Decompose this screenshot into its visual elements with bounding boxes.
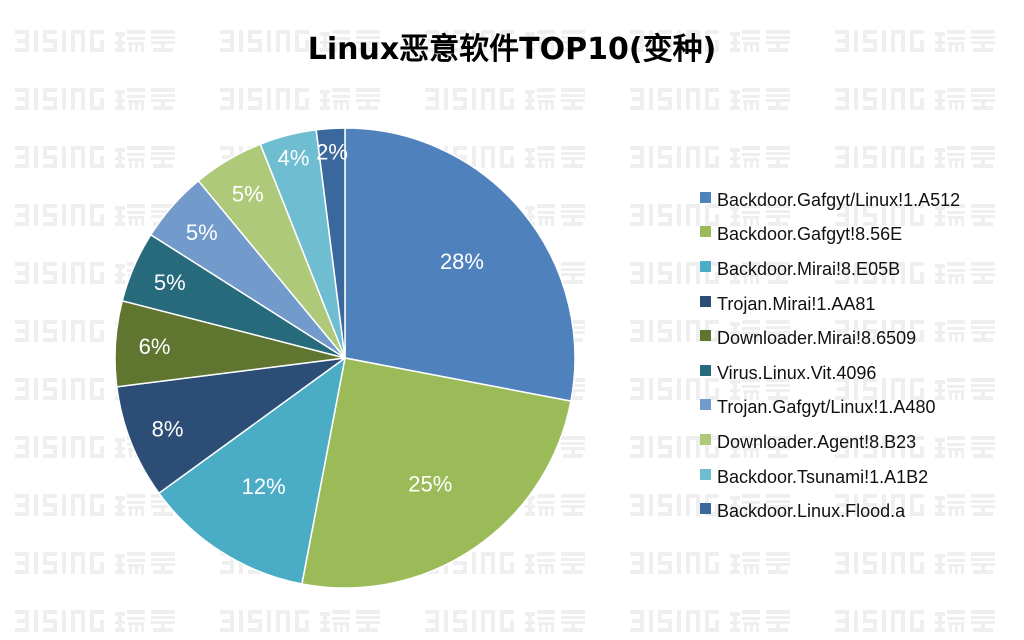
legend-label: Backdoor.Gafgyt/Linux!1.A512 bbox=[717, 189, 961, 210]
legend-label: Downloader.Mirai!8.6509 bbox=[717, 328, 917, 349]
legend-label: Trojan.Gafgyt/Linux!1.A480 bbox=[717, 397, 936, 418]
legend-swatch bbox=[700, 433, 711, 445]
legend-item: Backdoor.Gafgyt/Linux!1.A512 bbox=[700, 183, 960, 218]
data-label: 28% bbox=[440, 249, 484, 274]
legend-item: Trojan.Mirai!1.AA81 bbox=[700, 287, 960, 322]
legend-swatch bbox=[700, 191, 711, 203]
legend-item: Backdoor.Mirai!8.E05B bbox=[700, 252, 960, 287]
pie-slice bbox=[344, 127, 576, 402]
pie-slice bbox=[315, 127, 346, 359]
legend-swatch bbox=[700, 364, 711, 376]
legend-label: Trojan.Mirai!1.AA81 bbox=[717, 293, 876, 314]
legend-item: Downloader.Agent!8.B23 bbox=[700, 425, 960, 460]
legend-swatch bbox=[700, 330, 711, 342]
data-label: 5% bbox=[154, 270, 186, 295]
data-label: 8% bbox=[152, 416, 184, 441]
legend-label: Backdoor.Gafgyt!8.56E bbox=[717, 224, 903, 245]
data-label: 2% bbox=[316, 139, 348, 164]
legend-swatch bbox=[700, 399, 711, 411]
pie-slice bbox=[157, 356, 347, 585]
legend-item: Backdoor.Gafgyt!8.56E bbox=[700, 218, 960, 253]
legend-label: Virus.Linux.Vit.4096 bbox=[717, 362, 877, 383]
data-label: 25% bbox=[408, 472, 452, 497]
legend-item: Downloader.Mirai!8.6509 bbox=[700, 321, 960, 356]
data-label: 5% bbox=[232, 182, 264, 207]
chart-title: Linux恶意软件TOP10(变种) bbox=[307, 32, 717, 67]
legend-swatch bbox=[700, 260, 711, 272]
data-label: 5% bbox=[186, 220, 218, 245]
legend-item: Backdoor.Linux.Flood.a bbox=[700, 494, 960, 529]
legend-item: Trojan.Gafgyt/Linux!1.A480 bbox=[700, 391, 960, 426]
legend-item: Virus.Linux.Vit.4096 bbox=[700, 356, 960, 391]
legend-swatch bbox=[700, 468, 711, 480]
legend-item: Backdoor.Tsunami!1.A1B2 bbox=[700, 460, 960, 495]
data-label: 4% bbox=[278, 146, 310, 171]
legend-swatch bbox=[700, 226, 711, 238]
data-label: 6% bbox=[139, 334, 171, 359]
pie-slice bbox=[301, 357, 572, 589]
legend-swatch bbox=[700, 503, 711, 515]
legend-label: Backdoor.Tsunami!1.A1B2 bbox=[717, 466, 929, 487]
legend-label: Backdoor.Mirai!8.E05B bbox=[717, 258, 901, 279]
pie-slice bbox=[115, 357, 346, 495]
legend: Backdoor.Gafgyt/Linux!1.A512 Backdoor.Gaf… bbox=[700, 183, 960, 529]
legend-swatch bbox=[700, 295, 711, 307]
legend-label: Downloader.Agent!8.B23 bbox=[717, 431, 917, 452]
legend-label: Backdoor.Linux.Flood.a bbox=[717, 501, 906, 522]
data-label: 12% bbox=[242, 474, 286, 499]
